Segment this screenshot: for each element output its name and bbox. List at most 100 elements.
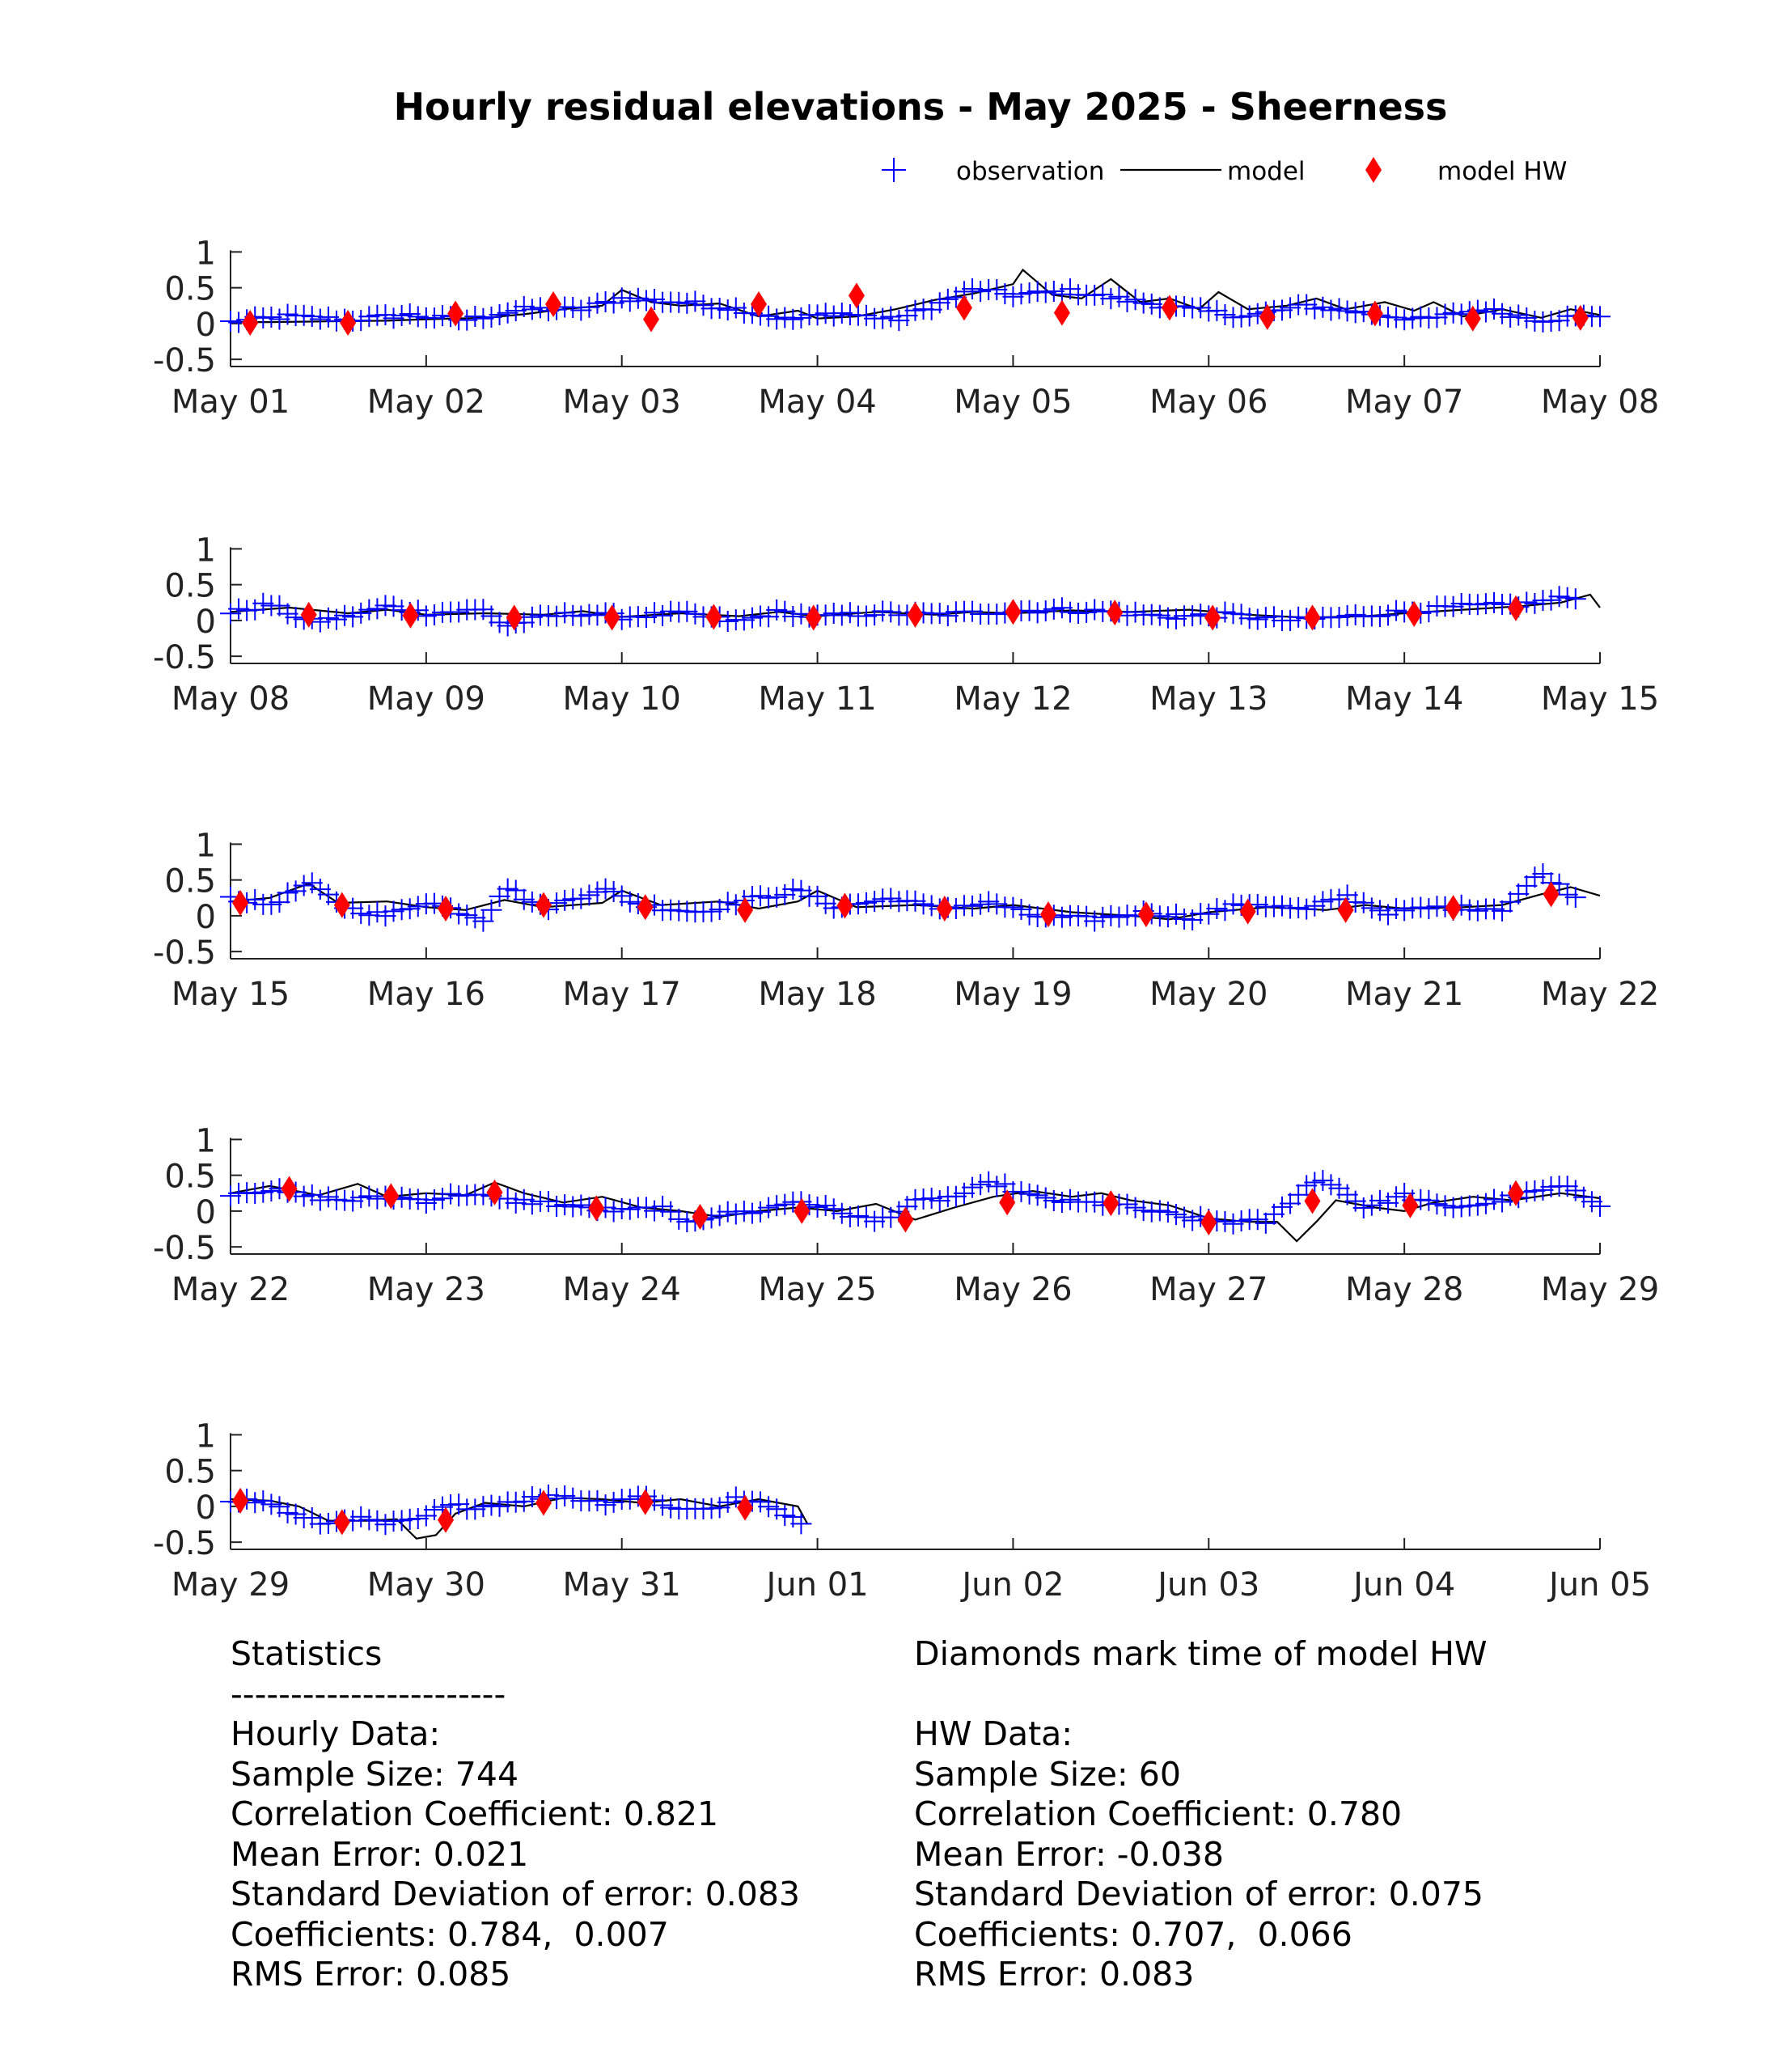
observation-point (1442, 1197, 1464, 1218)
observation-point (1068, 603, 1090, 625)
observation-point (1043, 1190, 1065, 1212)
observation-point (1002, 286, 1024, 307)
observation-point (1328, 298, 1350, 320)
observation-point (252, 1490, 274, 1512)
observation-point (1018, 1183, 1040, 1205)
observation-point (782, 308, 804, 330)
model-hw-point (1103, 1190, 1120, 1217)
model-hw-point (1053, 299, 1070, 326)
observation-point (1288, 1184, 1310, 1205)
y-tick-label: 0 (196, 307, 216, 344)
observation-point (1263, 606, 1285, 628)
model-hw-point (1406, 600, 1423, 627)
observation-point (1426, 1193, 1448, 1215)
observation-point (1214, 601, 1236, 623)
observation-point (595, 878, 616, 900)
observation-point (1010, 1180, 1032, 1202)
observation-point (1288, 896, 1310, 918)
observation-point (554, 889, 576, 911)
observation-point (497, 302, 518, 324)
observation-point (1483, 898, 1505, 920)
observation-point (1467, 1194, 1488, 1216)
observation-point (970, 281, 992, 303)
observation-point (1344, 604, 1366, 625)
observation-point (750, 1201, 772, 1222)
model-hw-point (955, 294, 972, 321)
x-tick-label: May 05 (954, 383, 1072, 421)
observation-point (252, 592, 274, 614)
observation-point (945, 1185, 967, 1207)
observation-point (619, 1198, 641, 1220)
observation-point (1010, 898, 1032, 920)
observation-point (293, 304, 315, 326)
model-hw-point (1445, 895, 1462, 922)
observation-point (1263, 896, 1285, 917)
observation-point (904, 299, 926, 321)
stats-left-line: Standard Deviation of error: 0.083 (231, 1875, 801, 1913)
observation-point (627, 287, 649, 309)
observation-point (578, 296, 600, 318)
observation-point (350, 903, 372, 925)
model-hw-point (751, 291, 768, 318)
observation-point (244, 1183, 266, 1205)
observation-point (521, 1193, 543, 1215)
observation-point (937, 605, 959, 627)
observation-point (562, 1487, 584, 1509)
x-tick-label: May 25 (758, 1271, 876, 1308)
observation-point (1084, 599, 1106, 621)
observation-point (448, 601, 470, 623)
observation-point (1280, 297, 1302, 319)
y-tick-label: 1 (196, 827, 216, 864)
observation-point (1084, 1191, 1106, 1213)
observation-point (1280, 1193, 1302, 1214)
model-hw-point (897, 1206, 914, 1233)
stats-right-line: Diamonds mark time of model HW (914, 1634, 1488, 1673)
observation-point (554, 602, 576, 624)
x-tick-label: May 01 (171, 383, 290, 421)
observation-point (505, 1192, 527, 1214)
observation-point (521, 1486, 543, 1508)
observation-point (880, 888, 902, 909)
observation-point (603, 1491, 624, 1513)
observation-point (644, 288, 666, 310)
observation-point (1589, 306, 1611, 328)
observation-point (1524, 592, 1546, 614)
observation-point (1394, 309, 1416, 331)
observation-point (766, 599, 788, 621)
observation-series (220, 1484, 812, 1536)
model-hw-point (1039, 901, 1056, 928)
observation-point (1572, 1186, 1594, 1208)
observation-point (1312, 891, 1334, 913)
observation-point (1124, 601, 1146, 623)
stats-left-line: Statistics (231, 1634, 383, 1673)
observation-point (497, 1188, 518, 1210)
model-hw-point (232, 889, 249, 916)
observation-point (1475, 1193, 1496, 1214)
observation-point (586, 1489, 608, 1511)
observation-point (358, 599, 380, 621)
y-tick-label: 1 (196, 532, 216, 569)
observation-point (1450, 1196, 1472, 1218)
model-hw-point (1337, 896, 1354, 923)
observation-point (644, 1200, 666, 1222)
observation-point (978, 1171, 1000, 1193)
observation-point (252, 1181, 274, 1203)
observation-point (285, 880, 307, 902)
y-tick-label: 0 (196, 899, 216, 936)
y-tick-label: 0.5 (164, 568, 216, 605)
observation-point (774, 1505, 796, 1527)
model-hw-point (486, 1179, 503, 1205)
x-tick-label: May 16 (367, 976, 485, 1013)
x-tick-label: May 13 (1149, 680, 1268, 718)
x-tick-label: Jun 01 (764, 1566, 869, 1604)
model-hw-point (535, 892, 552, 918)
x-tick-label: May 18 (758, 976, 876, 1013)
observation-point (774, 883, 796, 905)
observation-point (570, 888, 592, 909)
observation-point (970, 1174, 992, 1196)
observation-point (929, 603, 950, 625)
x-tick-label: May 08 (1541, 383, 1659, 421)
x-tick-label: May 19 (954, 976, 1072, 1013)
observation-series (220, 278, 1611, 333)
